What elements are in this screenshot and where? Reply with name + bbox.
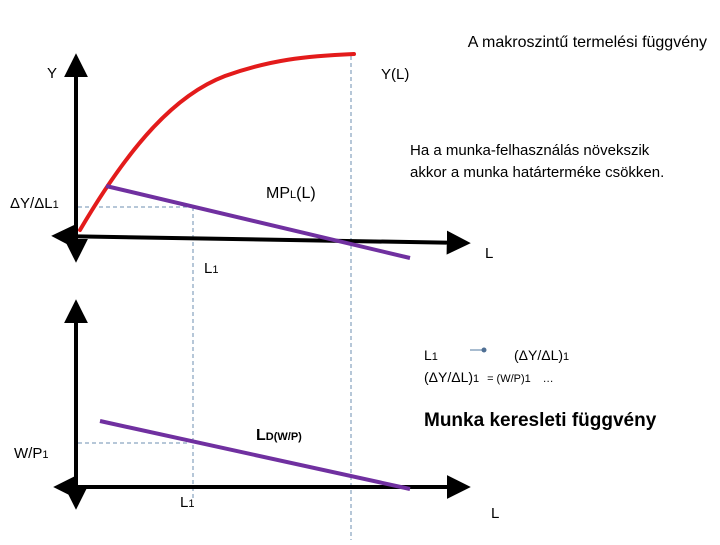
labor-demand-heading: Munka keresleti függvény xyxy=(424,410,657,431)
top-graph: Y Y(L) Ha a munka-felhasználás növekszik… xyxy=(10,52,664,540)
l1-label-top: L1 xyxy=(204,260,218,277)
wp-label: W/P1 xyxy=(14,445,48,462)
bottom-graph: LD(W/P) W/P1 L1 L Munka keresleti függvé… xyxy=(14,299,657,522)
labor-demand-line xyxy=(99,419,411,491)
slide-title: A makroszintű termelési függvény xyxy=(468,34,707,51)
x-axis xyxy=(51,224,471,255)
note-line-2: akkor a munka határterméke csökken. xyxy=(410,164,664,181)
middle-l1: L1 xyxy=(424,347,438,363)
l1-label-bottom: L1 xyxy=(180,494,194,511)
mpl-line xyxy=(105,184,411,260)
dy-dl-label: ΔY/ΔL1 xyxy=(10,195,59,212)
middle-dydl: (ΔY/ΔL)1 xyxy=(514,347,569,363)
x-axis-label: L xyxy=(485,245,493,262)
bottom-x-axis-label: L xyxy=(491,505,499,522)
mpl-label: MPL(L) xyxy=(266,185,316,202)
labor-demand-label: LD(W/P) xyxy=(256,427,302,444)
y-axis-label: Y xyxy=(47,65,57,82)
note-line-1: Ha a munka-felhasználás növekszik xyxy=(410,142,650,159)
curve-label: Y(L) xyxy=(381,66,409,83)
middle-arrow-dot xyxy=(481,347,487,353)
middle-text: L1 (ΔY/ΔL)1 (ΔY/ΔL)1 = (W/P)1 … xyxy=(424,347,569,385)
middle-equation: (ΔY/ΔL)1 = (W/P)1 … xyxy=(424,369,554,385)
production-curve xyxy=(78,52,356,232)
